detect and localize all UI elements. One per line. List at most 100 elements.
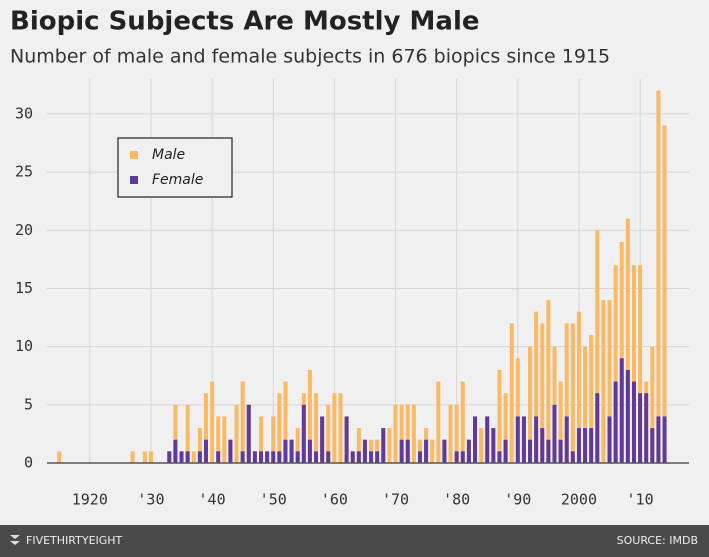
bar: [203, 393, 208, 463]
bar: [130, 451, 135, 463]
bar: [613, 381, 618, 463]
bar: [589, 428, 594, 463]
bar: [259, 451, 263, 463]
x-tick-label: 2000: [561, 491, 597, 509]
bar: [644, 393, 649, 463]
bar: [515, 358, 520, 463]
bar: [430, 439, 435, 463]
bar: [546, 439, 551, 463]
bar: [595, 393, 600, 463]
bar: [583, 346, 588, 463]
bar: [442, 439, 447, 463]
bar: [619, 358, 624, 463]
bar: [454, 404, 459, 463]
bar: [638, 393, 643, 463]
bar: [417, 451, 422, 463]
bar: [246, 404, 251, 463]
legend-swatch: [130, 176, 138, 184]
bar: [216, 416, 221, 463]
bar: [252, 451, 257, 463]
bar: [57, 451, 62, 463]
bar: [356, 428, 361, 463]
bar: [509, 323, 514, 463]
bar: [595, 230, 600, 463]
bar: [558, 439, 563, 463]
legend: Male Female: [117, 137, 233, 198]
bar: [625, 218, 630, 463]
bar: [436, 381, 441, 463]
bar: [259, 416, 263, 463]
bar: [167, 451, 172, 463]
legend-box: [117, 137, 233, 198]
bar: [387, 428, 392, 463]
bar: [485, 416, 490, 463]
bar: [638, 265, 643, 463]
bar: [271, 416, 276, 463]
bar: [570, 451, 575, 463]
bar: [222, 416, 227, 463]
bar: [240, 451, 245, 463]
bar: [491, 428, 496, 463]
bar: [405, 439, 410, 463]
bar: [179, 451, 184, 463]
bar: [185, 451, 190, 463]
bar: [228, 439, 233, 463]
bar: [277, 451, 282, 463]
bar: [650, 428, 655, 463]
y-tick-label: 5: [24, 395, 33, 413]
y-tick-label: 10: [15, 337, 33, 355]
axes: 0 5 10 15 20 25 30 1920 '30 '40 '50 '60 '70 '80 '90 200…: [15, 104, 689, 509]
bar: [576, 311, 581, 463]
x-tick-label: '50: [260, 491, 287, 509]
bar: [448, 404, 453, 463]
bar: [497, 369, 502, 463]
bar: [650, 346, 655, 463]
x-tick-label: '40: [199, 491, 226, 509]
bar: [534, 311, 539, 463]
bar: [332, 393, 337, 463]
y-tick-label: 15: [15, 279, 33, 297]
bar: [466, 439, 471, 463]
bar: [619, 241, 624, 463]
y-tick-label: 20: [15, 221, 33, 239]
footer-source: SOURCE: IMDB: [617, 534, 698, 547]
bar: [289, 439, 294, 463]
chart-title: Biopic Subjects Are Mostly Male: [10, 7, 480, 37]
bar: [601, 300, 606, 463]
bar: [173, 404, 178, 463]
bar: [607, 300, 612, 463]
bar: [540, 428, 545, 463]
bar: [411, 404, 416, 463]
bar: [534, 416, 539, 463]
bar: [552, 404, 557, 463]
bar: [216, 451, 221, 463]
bar: [631, 265, 636, 463]
bar: [558, 381, 563, 463]
x-tick-label: 1920: [72, 491, 108, 509]
bar: [540, 323, 545, 463]
bar: [564, 323, 569, 463]
bar: [277, 393, 282, 463]
x-tick-label: '30: [137, 491, 164, 509]
bar: [185, 404, 190, 463]
bar: [271, 451, 276, 463]
bar: [589, 335, 594, 463]
bar: [503, 439, 508, 463]
chart-subtitle: Number of male and female subjects in 67…: [10, 46, 610, 68]
bar: [583, 428, 588, 463]
bar: [381, 428, 386, 463]
bar: [405, 404, 410, 463]
x-tick-label: '80: [443, 491, 470, 509]
legend-label: Female: [152, 172, 203, 188]
bar: [656, 416, 661, 463]
bar: [356, 451, 361, 463]
bar: [203, 439, 208, 463]
bar: [613, 265, 618, 463]
bar: [576, 428, 581, 463]
bar: [631, 381, 636, 463]
bar: [656, 90, 661, 464]
logo: [10, 535, 20, 545]
bar: [191, 451, 196, 463]
